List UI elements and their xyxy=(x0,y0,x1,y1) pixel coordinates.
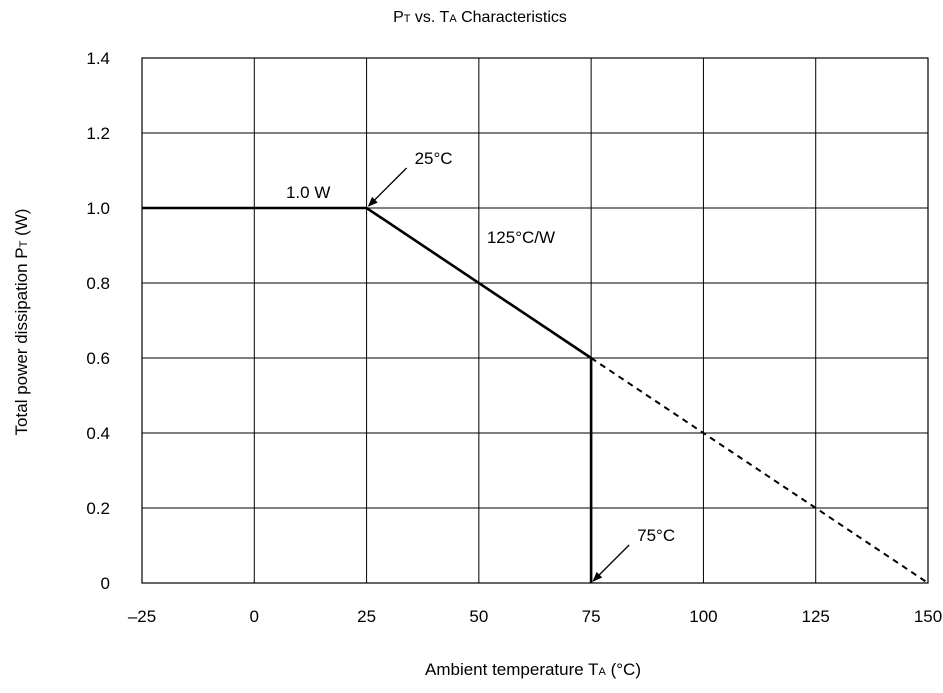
y-tick-label: 0.6 xyxy=(86,349,110,368)
x-tick-label: 75 xyxy=(582,607,601,626)
series-lines xyxy=(142,206,929,584)
plot-frame xyxy=(141,57,929,584)
derating-curve-dashed xyxy=(590,357,929,584)
x-axis-title: Ambient temperature TA (°C) xyxy=(425,660,641,679)
annotation-label: 1.0 W xyxy=(286,183,330,202)
y-tick-labels: 0 0.2 0.4 0.6 0.8 1.0 1.2 1.4 xyxy=(86,49,110,593)
x-tick-label: 125 xyxy=(802,607,830,626)
chart-title-part: Characteristics xyxy=(457,9,567,26)
chart-title: PT vs. TA Characteristics xyxy=(393,9,567,26)
x-tick-label: 0 xyxy=(250,607,259,626)
y-axis-title-text: Total power dissipation P xyxy=(12,247,31,435)
annotation-arrow xyxy=(592,544,630,582)
y-tick-label: 0.2 xyxy=(86,499,110,518)
chart-title-part: P xyxy=(393,9,404,26)
annotations: 1.0 W 25°C 125°C/W 75°C xyxy=(286,149,675,582)
y-tick-label: 0.8 xyxy=(86,274,110,293)
y-axis-title-subscript: T xyxy=(18,240,30,247)
chart-title-subscript: A xyxy=(449,13,457,25)
y-axis-title: Total power dissipation PT (W) xyxy=(12,209,31,436)
y-tick-label: 0 xyxy=(101,574,110,593)
chart-title-subscript: T xyxy=(404,13,411,25)
x-tick-label: 25 xyxy=(357,607,376,626)
x-axis-title-subscript: A xyxy=(599,666,607,678)
plot-border xyxy=(141,57,929,584)
y-tick-label: 0.4 xyxy=(86,424,110,443)
x-tick-label: 50 xyxy=(469,607,488,626)
annotation-arrow xyxy=(367,167,408,207)
x-tick-labels: –25 0 25 50 75 100 125 150 xyxy=(128,607,942,626)
y-tick-label: 1.2 xyxy=(86,124,110,143)
annotation-label: 75°C xyxy=(637,526,675,545)
x-axis-title-unit: (°C) xyxy=(606,660,641,679)
y-tick-label: 1.4 xyxy=(86,49,110,68)
y-tick-label: 1.0 xyxy=(86,199,110,218)
derating-curve-solid xyxy=(142,206,593,583)
x-tick-label: 150 xyxy=(914,607,942,626)
x-tick-label: –25 xyxy=(128,607,156,626)
x-tick-label: 100 xyxy=(689,607,717,626)
chart-title-part: vs. T xyxy=(410,9,449,26)
annotation-label: 125°C/W xyxy=(487,228,555,247)
y-axis-title-unit: (W) xyxy=(12,209,31,241)
x-axis-title-text: Ambient temperature T xyxy=(425,660,599,679)
annotation-label: 25°C xyxy=(415,149,453,168)
